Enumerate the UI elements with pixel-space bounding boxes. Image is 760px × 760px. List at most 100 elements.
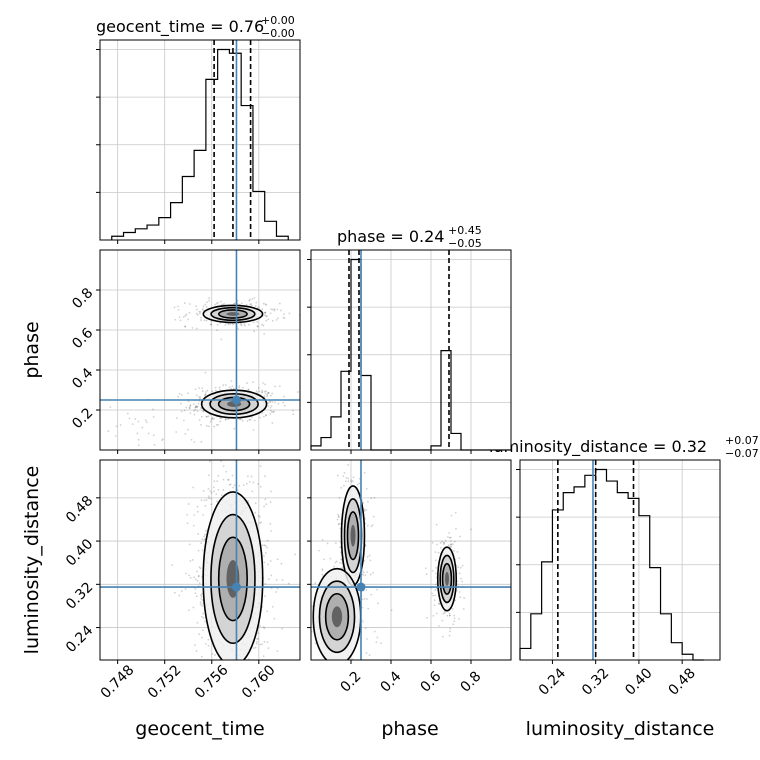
panel-phase-vs-luminosity_distance-sample-point (318, 691, 320, 693)
panel-geocent_time-vs-luminosity_distance-sample-point (200, 499, 203, 502)
panel-phase-vs-luminosity_distance-sample-point (461, 564, 464, 567)
panel-geocent_time-vs-phase-sample-point (233, 427, 236, 430)
panel-geocent_time-vs-phase-sample-point (180, 393, 183, 396)
panel-geocent_time-vs-luminosity_distance-sample-point (207, 488, 210, 490)
panel-geocent_time-vs-phase-sample-point (173, 306, 176, 309)
panel-phase-vs-luminosity_distance-sample-point (367, 607, 370, 610)
panel-geocent_time-vs-phase-sample-point (288, 312, 291, 315)
panel-geocent_time-vs-phase-sample-point (200, 316, 202, 319)
panel-phase-vs-luminosity_distance-sample-point (435, 566, 438, 569)
panel-geocent_time-vs-phase-sample-point (245, 303, 248, 306)
panel-phase-vs-luminosity_distance-sample-point (334, 561, 337, 564)
panel-geocent_time-vs-luminosity_distance-sample-point (208, 474, 210, 477)
panel-geocent_time-vs-luminosity_distance-sample-point (235, 675, 237, 677)
panel-geocent_time-vs-phase-sample-point (240, 324, 243, 327)
panel-phase-vs-luminosity_distance-sample-point (450, 514, 453, 517)
panel-phase-vs-luminosity_distance-sample-point (370, 593, 373, 596)
panel-geocent_time-vs-luminosity_distance-sample-point (207, 638, 210, 641)
panel-geocent_time-vs-phase-sample-point (264, 311, 267, 314)
panel-phase-vs-luminosity_distance-sample-point (460, 577, 462, 580)
panel-geocent_time-vs-phase-sample-point (257, 387, 260, 389)
panel-phase-vs-luminosity_distance-sample-point (365, 598, 368, 601)
panel-geocent_time-vs-phase-sample-point (266, 314, 268, 317)
panel-geocent_time-vs-luminosity_distance-sample-point (263, 627, 266, 630)
panel-geocent_time-vs-phase-sample-point (292, 413, 295, 416)
panel-geocent_time-vs-luminosity_distance-sample-point (186, 522, 189, 525)
panel-phase-vs-luminosity_distance-sample-point (454, 540, 456, 543)
panel-phase-vs-luminosity_distance-sample-point (451, 607, 454, 610)
panel-geocent_time-vs-luminosity_distance-sample-point (216, 695, 218, 697)
panel-geocent_time-vs-phase-sample-point (185, 406, 188, 409)
panel-geocent_time-vs-luminosity_distance-sample-point (257, 483, 259, 485)
panel-geocent_time-vs-phase-sample-point (199, 407, 202, 409)
panel-geocent_time-vs-luminosity_distance-density (171, 460, 297, 697)
panel-geocent_time-vs-luminosity_distance-sample-point (248, 481, 251, 483)
panel-geocent_time-vs-luminosity_distance-sample-point (233, 484, 236, 486)
panel-geocent_time-vs-phase-sample-point (177, 305, 179, 308)
panel-geocent_time-vs-luminosity_distance-sample-point (263, 561, 266, 564)
panel-geocent_time-vs-phase-sample-point (199, 397, 201, 400)
panel-geocent_time-vs-luminosity_distance-sample-point (233, 676, 235, 678)
panel-geocent_time-vs-phase-sample-point (204, 394, 206, 397)
panel-geocent_time-vs-phase-sample-point (93, 411, 95, 413)
panel-geocent_time-vs-phase-sample-point (259, 416, 261, 419)
panel-geocent_time-vs-luminosity_distance-sample-point (269, 501, 272, 504)
panel-geocent_time-vs-phase-sample-point (246, 420, 249, 422)
panel-geocent_time-vs-luminosity_distance-sample-point (188, 543, 191, 546)
panel-phase-vs-luminosity_distance-sample-point (345, 476, 348, 479)
panel-phase-vs-luminosity_distance-sample-point (326, 665, 328, 667)
panel-phase-vs-luminosity_distance-sample-point (459, 535, 461, 538)
panel-geocent_time-vs-luminosity_distance-sample-point (197, 533, 200, 535)
panel-geocent_time-vs-phase-sample-point (219, 388, 221, 391)
panel-phase-vs-luminosity_distance-sample-point (453, 550, 455, 553)
panel-geocent_time-vs-phase-sample-point (189, 404, 192, 407)
panel-phase-vs-luminosity_distance-sample-point (365, 509, 368, 511)
panel-geocent_time-vs-phase-sample-point (182, 315, 185, 318)
panel-geocent_time-vs-luminosity_distance-sample-point (281, 579, 284, 581)
panel-phase-vs-luminosity_distance-sample-point (443, 541, 446, 544)
panel-geocent_time-vs-luminosity_distance-sample-point (229, 483, 232, 486)
panel-phase-vs-luminosity_distance-sample-point (363, 510, 366, 512)
panel-geocent_time-vs-luminosity_distance-sample-point (264, 595, 266, 598)
panel-geocent_time-vs-phase-sample-point (267, 391, 270, 394)
panel-geocent_time-vs-luminosity_distance-sample-point (217, 474, 220, 477)
panel-geocent_time-vs-phase-sample-point (195, 394, 198, 397)
panel-geocent_time-vs-luminosity_distance-sample-point (269, 522, 272, 525)
panel-geocent_time-vs-phase-sample-point (115, 425, 118, 428)
panel-geocent_time-vs-phase-sample-point (228, 386, 231, 389)
panel-phase-vs-luminosity_distance-sample-point (372, 571, 374, 574)
panel-geocent_time-vs-luminosity_distance-sample-point (267, 563, 270, 566)
panel-phase-vs-luminosity_distance-sample-point (317, 679, 319, 681)
panel-geocent_time-vs-phase-sample-point (240, 302, 243, 305)
panel-geocent_time-vs-phase-sample-point (271, 392, 274, 395)
panel-geocent_time-vs-phase-sample-point (263, 314, 266, 316)
panel-phase-vs-luminosity_distance-sample-point (347, 480, 350, 483)
panel-geocent_time-vs-luminosity_distance-sample-point (203, 538, 206, 541)
panel-geocent_time-vs-phase-bg (100, 250, 300, 450)
panel-phase-vs-luminosity_distance-sample-point (453, 620, 456, 623)
panel-geocent_time-vs-luminosity_distance-sample-point (265, 503, 268, 506)
panel-geocent_time-vs-phase-sample-point (190, 438, 193, 441)
panel-geocent_time-vs-phase-sample-point (230, 387, 233, 390)
panel-phase-vs-luminosity_distance-sample-point (340, 486, 343, 489)
panel-geocent_time-vs-luminosity_distance-sample-point (245, 665, 247, 667)
panel-phase-vs-luminosity_distance-sample-point (446, 614, 449, 617)
panel-geocent_time-vs-phase-sample-point (193, 441, 196, 443)
panel-geocent_time-vs-luminosity_distance-sample-point (202, 490, 205, 492)
panel-phase-vs-luminosity_distance-sample-point (349, 458, 351, 460)
panel-geocent_time-vs-phase-sample-point (198, 387, 200, 389)
panel-geocent_time-vs-luminosity_distance-sample-point (220, 494, 223, 497)
panel-geocent_time-vs-luminosity_distance-sample-point (209, 497, 212, 500)
panel-geocent_time-vs-phase-sample-point (271, 319, 274, 322)
panel-geocent_time-vs-phase-sample-point (213, 425, 216, 428)
panel-geocent_time-vs-phase-sample-point (206, 389, 209, 392)
panel-geocent_time-vs-phase-sample-point (73, 439, 75, 441)
panel-phase-vs-luminosity_distance-sample-point (458, 591, 461, 593)
panel-phase-vs-luminosity_distance-sample-point (369, 573, 372, 576)
panel-phase-vs-luminosity_distance-sample-point (463, 597, 466, 599)
panel-geocent_time-vs-luminosity_distance-sample-point (263, 641, 266, 643)
panel-geocent_time-vs-phase-sample-point (248, 323, 250, 326)
panel-geocent_time-vs-luminosity_distance-sample-point (227, 695, 229, 697)
panel-geocent_time-vs-luminosity_distance-sample-point (205, 661, 207, 663)
panel-geocent_time-vs-luminosity_distance-sample-point (201, 549, 204, 552)
